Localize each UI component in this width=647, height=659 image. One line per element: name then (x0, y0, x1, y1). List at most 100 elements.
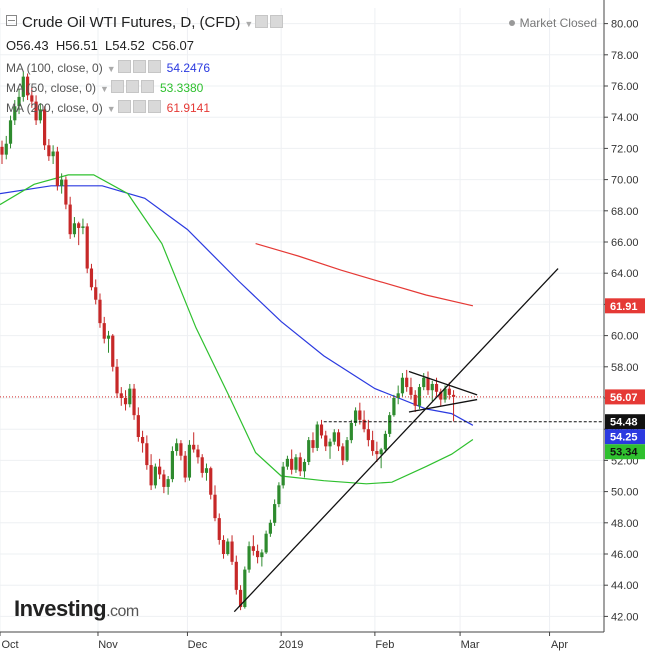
price-label-bg (605, 298, 645, 314)
candle-body (221, 539, 226, 554)
close-icon[interactable] (147, 60, 161, 73)
candle-body (21, 76, 25, 97)
x-tick-label: Feb (375, 639, 394, 651)
candle-body (34, 101, 38, 121)
ma-50-label: MA (50, close, 0) (6, 81, 97, 95)
horizontal-price-lines (0, 396, 604, 423)
candle-body (85, 226, 89, 269)
price-label-bg (605, 444, 645, 460)
candle-body (396, 393, 400, 398)
candlesticks (0, 71, 456, 611)
candle-body (153, 466, 157, 486)
candle-body (383, 433, 387, 450)
candle-body (277, 485, 281, 505)
candle-body (162, 474, 166, 487)
candle-body (341, 446, 345, 461)
close-value: C56.07 (152, 38, 194, 53)
candle-body (183, 455, 187, 478)
candle-body (217, 518, 221, 540)
eye-icon[interactable] (110, 80, 124, 93)
candle-body (345, 440, 349, 461)
candle-body (17, 96, 21, 107)
candle-body (226, 541, 230, 554)
collapse-icon[interactable] (6, 15, 17, 26)
candle-body (213, 494, 217, 519)
candle-body (72, 223, 77, 235)
candle-body (47, 145, 51, 157)
chart-axes: 42.0044.0046.0048.0050.0052.0054.0056.00… (0, 0, 639, 651)
candle-body (353, 410, 358, 423)
ma-line (255, 243, 474, 307)
close-icon[interactable] (140, 80, 154, 93)
ma-100-legend[interactable]: MA (100, close, 0) ▼ 54.2476 (6, 60, 210, 75)
price-label-bg (605, 429, 645, 445)
ma-line (0, 174, 474, 485)
open-value: O56.43 (6, 38, 49, 53)
y-tick-label: 80.00 (611, 19, 639, 31)
chevron-down-icon[interactable]: ▼ (106, 104, 116, 114)
y-tick-label: 58.00 (611, 362, 639, 374)
eye-icon[interactable] (117, 100, 131, 113)
candle-body (170, 451, 174, 480)
chevron-down-icon[interactable]: ▼ (244, 19, 254, 29)
candle-body (319, 424, 324, 436)
candle-body (336, 432, 341, 447)
candle-body (439, 391, 443, 400)
trend-lines (233, 268, 559, 613)
candle-body (25, 76, 30, 96)
status-dot-icon (508, 20, 515, 26)
candle-body (294, 457, 298, 470)
gear-icon[interactable] (132, 60, 146, 73)
chart-title-row: Crude Oil WTI Futures, D, (CFD) ▼ (6, 14, 284, 31)
candle-body (64, 179, 68, 205)
candle-body (77, 223, 81, 228)
trend-line (233, 268, 559, 613)
candle-body (405, 377, 409, 388)
y-tick-label: 60.00 (611, 331, 639, 343)
investing-logo: Investing.com (14, 596, 139, 622)
candle-body (298, 457, 302, 472)
gear-icon[interactable] (270, 15, 284, 28)
candle-body (451, 394, 456, 397)
candle-body (434, 383, 439, 392)
ma-50-value: 53.3380 (159, 81, 204, 95)
candle-body (145, 443, 149, 466)
candle-body (119, 393, 123, 398)
candle-body (89, 268, 94, 288)
candle-body (260, 552, 264, 558)
trend-line (408, 398, 478, 413)
gear-icon[interactable] (132, 100, 146, 113)
candle-body (362, 419, 366, 430)
price-label-bg (605, 414, 645, 430)
candle-body (332, 432, 336, 442)
gear-icon[interactable] (125, 80, 139, 93)
candle-body (422, 377, 426, 388)
y-tick-label: 66.00 (611, 237, 639, 249)
candle-body (230, 541, 234, 562)
candle-body (192, 444, 196, 450)
close-icon[interactable] (147, 100, 161, 113)
ma-50-legend[interactable]: MA (50, close, 0) ▼ 53.3380 (6, 80, 203, 95)
candle-body (290, 458, 294, 470)
price-label-text: 53.34 (610, 447, 638, 459)
candle-body (149, 465, 153, 486)
y-tick-label: 72.00 (611, 143, 639, 155)
candle-body (358, 410, 362, 420)
chevron-down-icon[interactable]: ▼ (106, 64, 116, 74)
price-labels: 61.91 56.07 54.48 54.25 53.34 (605, 298, 645, 460)
price-label-text: 61.91 (610, 301, 638, 313)
chevron-down-icon[interactable]: ▼ (100, 84, 109, 94)
y-tick-label: 70.00 (611, 175, 639, 187)
eye-icon[interactable] (117, 60, 131, 73)
candle-body (140, 437, 145, 444)
x-tick-label: Apr (551, 639, 568, 651)
candle-body (0, 146, 4, 155)
candle-body (447, 388, 451, 395)
ma-200-legend[interactable]: MA (200, close, 0) ▼ 61.9141 (6, 100, 210, 115)
candle-body (204, 468, 209, 473)
candle-body (158, 466, 162, 475)
eye-icon[interactable] (255, 15, 269, 28)
candle-body (200, 457, 204, 473)
candle-body (111, 335, 115, 367)
